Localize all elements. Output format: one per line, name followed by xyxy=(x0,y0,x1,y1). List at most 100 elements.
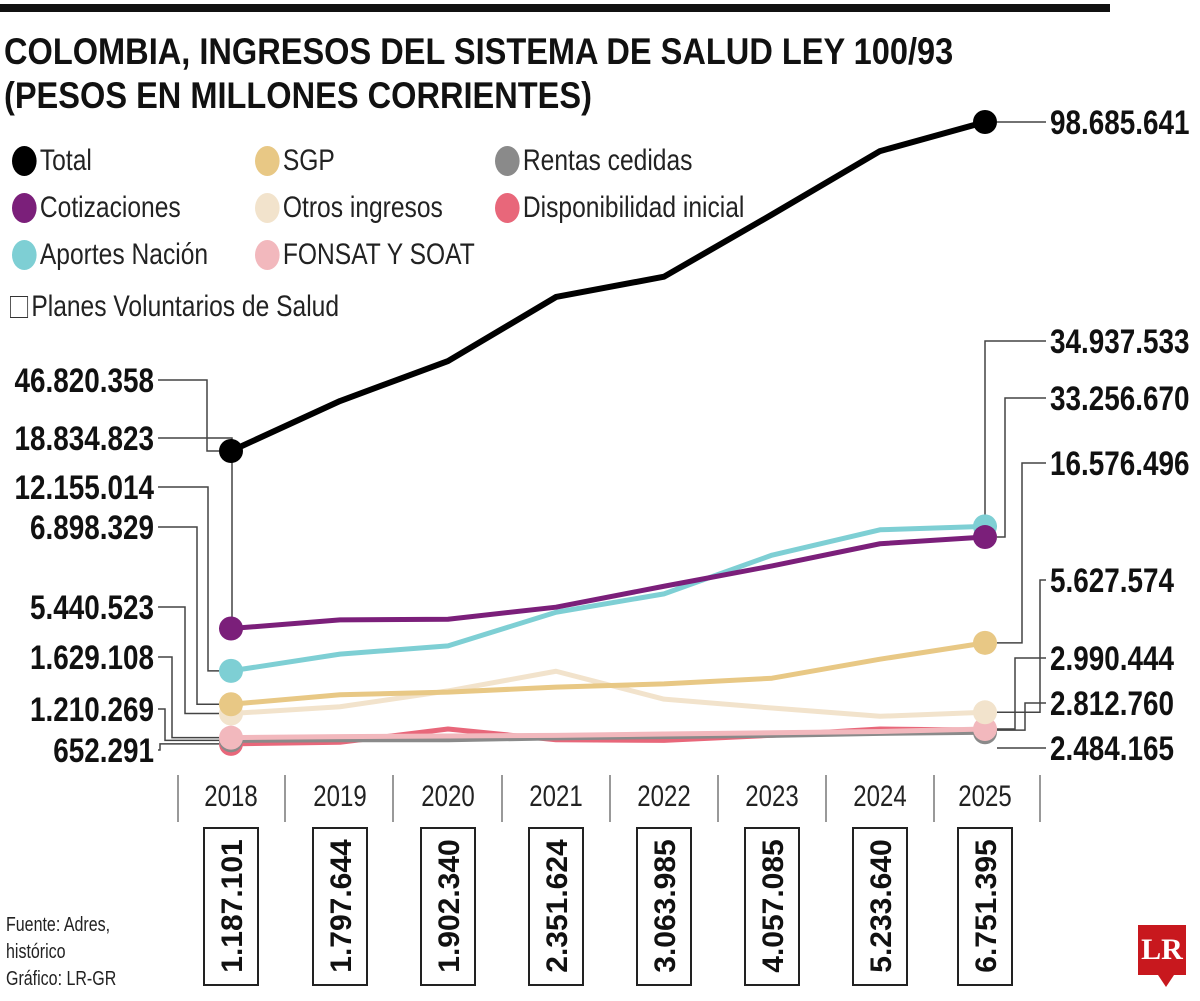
data-point xyxy=(973,525,997,550)
box-frame xyxy=(203,827,259,986)
connector-line xyxy=(984,340,1046,528)
legend-item-total: Total xyxy=(12,144,92,178)
series-line xyxy=(229,119,986,454)
planes-voluntarios-value: 2.351.624 xyxy=(541,839,574,973)
data-point xyxy=(973,700,997,725)
box-frame xyxy=(528,827,584,986)
legend-label: Aportes Nación xyxy=(39,238,209,271)
end-value-label: 98.685.641 xyxy=(1050,103,1189,141)
box-frame xyxy=(852,827,908,986)
connector-line xyxy=(158,379,219,452)
data-point xyxy=(973,109,997,134)
connector-line xyxy=(158,526,219,705)
planes-voluntarios-value: 5.233.640 xyxy=(865,839,898,972)
connector-line xyxy=(158,743,219,751)
data-point xyxy=(219,658,243,683)
planes-voluntarios-box: 6.751.395 xyxy=(957,827,1013,986)
end-value-label: 34.937.533 xyxy=(1050,322,1189,360)
top-rule xyxy=(0,4,1110,12)
legend-item-cotizaciones: Cotizaciones xyxy=(12,191,181,225)
connector-line xyxy=(158,606,219,715)
data-point xyxy=(973,630,997,655)
legend-marker xyxy=(495,146,520,176)
connector-line xyxy=(158,708,219,742)
legend-marker xyxy=(495,193,520,223)
planes-voluntarios-box: 3.063.985 xyxy=(636,827,692,986)
series-line xyxy=(230,523,986,674)
legend-label: Total xyxy=(39,144,92,177)
x-tick-label: 2021 xyxy=(529,778,582,812)
legend-label: Planes Voluntarios de Salud xyxy=(31,290,340,323)
lr-logo: LR xyxy=(1138,925,1186,987)
planes-voluntarios-box: 1.187.101 xyxy=(203,827,259,986)
x-tick-label: 2024 xyxy=(853,778,906,812)
data-point xyxy=(219,692,243,717)
legend-marker xyxy=(12,146,37,176)
legend-label: Otros ingresos xyxy=(282,191,443,224)
connector-line xyxy=(997,397,1046,538)
connector-line xyxy=(997,657,1046,730)
connector-line xyxy=(997,579,1046,714)
box-frame xyxy=(312,827,368,986)
legend-item-fonsat-y-soat: FONSAT Y SOAT xyxy=(255,238,475,272)
end-value-label: 2.484.165 xyxy=(1050,729,1174,767)
connector-line xyxy=(158,656,219,739)
x-tick-label: 2022 xyxy=(637,778,690,812)
connector-line xyxy=(997,462,1046,644)
data-point xyxy=(219,725,243,750)
legend-item-aportes-nacion: Aportes Nación xyxy=(12,238,208,272)
source-text-2: histórico xyxy=(6,941,66,963)
end-value-label: 2.990.444 xyxy=(1050,639,1175,677)
planes-voluntarios-box: 1.902.340 xyxy=(420,827,476,986)
x-tick-label: 2023 xyxy=(745,778,798,812)
box-frame xyxy=(420,827,476,986)
planes-voluntarios-value: 3.063.985 xyxy=(649,839,682,972)
series-total xyxy=(219,109,997,463)
box-frame xyxy=(744,827,800,986)
planes-voluntarios-box: 2.351.624 xyxy=(528,827,584,986)
start-value-label: 5.440.523 xyxy=(30,588,154,626)
series-line xyxy=(230,726,986,741)
start-value-label: 652.291 xyxy=(53,731,154,769)
data-point xyxy=(219,616,243,641)
legend-marker xyxy=(12,193,37,223)
start-value-label: 46.820.358 xyxy=(15,361,154,399)
box-frame xyxy=(957,827,1013,986)
planes-voluntarios-value: 1.797.644 xyxy=(325,839,358,973)
title-line-1: COLOMBIA, INGRESOS DEL SISTEMA DE SALUD … xyxy=(4,31,954,72)
start-value-label: 18.834.823 xyxy=(15,419,154,457)
x-tick-label: 2019 xyxy=(313,778,366,812)
end-value-label: 16.576.496 xyxy=(1050,444,1189,482)
legend-label: SGP xyxy=(282,144,335,177)
series-line xyxy=(230,534,986,632)
planes-voluntarios-box: 1.797.644 xyxy=(312,827,368,986)
title-line-2: (PESOS EN MILLONES CORRIENTES) xyxy=(4,75,592,116)
legend-item-sgp: SGP xyxy=(255,144,335,178)
series-line xyxy=(230,640,986,707)
data-point xyxy=(973,717,997,742)
label-connectors xyxy=(158,121,1046,751)
legend-label: FONSAT Y SOAT xyxy=(282,238,475,271)
legend-label: Rentas cedidas xyxy=(522,144,693,177)
planes-voluntarios-box: 5.233.640 xyxy=(852,827,908,986)
series-otros-ingresos xyxy=(219,668,997,726)
legend-item-rentas-cedidas: Rentas cedidas xyxy=(495,144,692,178)
credit-text: Gráfico: LR-GR xyxy=(6,968,117,990)
planes-voluntarios-value: 1.187.101 xyxy=(216,839,249,972)
legend-marker xyxy=(12,240,37,270)
legend-label: Cotizaciones xyxy=(39,191,181,224)
x-tick-label: 2025 xyxy=(958,778,1011,812)
legend-item-otros-ingresos: Otros ingresos xyxy=(255,191,443,225)
legend-marker xyxy=(255,240,280,270)
end-value-label: 33.256.670 xyxy=(1050,379,1189,417)
box-frame xyxy=(636,827,692,986)
legend-item-disponibilidad-inicial: Disponibilidad inicial xyxy=(495,191,744,225)
series-fonsat-y-soat xyxy=(219,717,997,750)
connector-line xyxy=(158,486,219,672)
connector-line xyxy=(158,437,233,630)
planes-voluntarios-value: 1.902.340 xyxy=(433,839,466,972)
chart-title: COLOMBIA, INGRESOS DEL SISTEMA DE SALUD … xyxy=(4,30,953,118)
planes-voluntarios-value: 4.057.085 xyxy=(757,839,790,972)
